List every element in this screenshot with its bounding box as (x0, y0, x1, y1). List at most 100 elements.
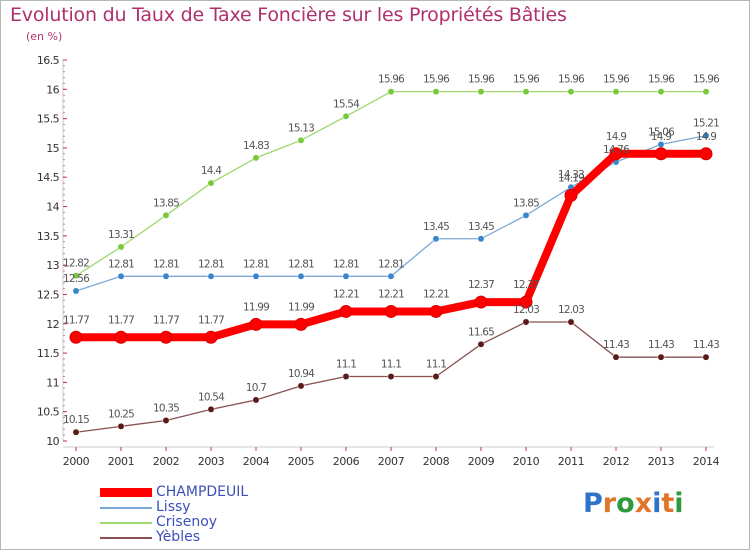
data-label: 14.83 (243, 140, 269, 152)
logo-letter: t (661, 488, 675, 519)
data-point (387, 88, 395, 96)
proxiti-logo: Proxiti (583, 488, 684, 519)
data-label: 10.35 (153, 402, 179, 414)
data-point (654, 147, 668, 161)
y-tick-label: 11.5 (37, 347, 60, 360)
data-point (117, 272, 125, 280)
y-tick-label: 15 (46, 142, 59, 155)
data-point (297, 136, 305, 144)
data-point (474, 295, 488, 309)
x-tick-label: 2001 (108, 455, 134, 468)
data-label: 11.99 (243, 301, 269, 313)
x-tick-label: 2007 (378, 455, 405, 468)
data-point (567, 88, 575, 96)
data-label: 13.85 (513, 197, 539, 209)
data-point (657, 353, 665, 361)
data-label: 12.37 (513, 279, 539, 291)
data-label: 12.81 (378, 258, 404, 270)
x-tick-label: 2009 (468, 455, 495, 468)
data-point (477, 340, 485, 348)
data-point (477, 235, 485, 243)
data-label: 11.77 (63, 314, 89, 326)
data-point (564, 188, 578, 202)
data-label: 13.45 (423, 221, 449, 233)
data-label: 15.96 (513, 74, 540, 86)
data-point (522, 211, 530, 219)
data-label: 12.03 (513, 304, 539, 316)
data-point (702, 353, 710, 361)
data-point (384, 304, 398, 318)
x-tick-label: 2003 (198, 455, 225, 468)
data-point (69, 330, 83, 344)
data-label: 11.43 (603, 339, 629, 351)
legend-swatch (100, 522, 152, 524)
data-label: 11.65 (468, 326, 494, 338)
data-point (567, 318, 575, 326)
legend-item: Crisenoy (100, 514, 300, 531)
data-label: 12.81 (108, 258, 134, 270)
data-point (72, 272, 80, 280)
data-point (207, 179, 215, 187)
data-label: 12.03 (558, 304, 584, 316)
data-label: 12.81 (288, 258, 314, 270)
data-point (477, 88, 485, 96)
unit-label: (en %) (26, 30, 63, 43)
data-label: 15.54 (333, 98, 360, 110)
x-tick-label: 2010 (513, 455, 540, 468)
data-point (387, 272, 395, 280)
legend-label: Yèbles (156, 529, 200, 545)
data-point (609, 147, 623, 161)
data-point (432, 235, 440, 243)
data-label: 15.96 (648, 74, 675, 86)
data-point (432, 88, 440, 96)
y-tick-label: 10 (46, 435, 59, 448)
data-point (252, 154, 260, 162)
x-tick-label: 2004 (243, 455, 270, 468)
logo-letter: x (634, 488, 653, 519)
data-point (297, 382, 305, 390)
data-point (294, 317, 308, 331)
data-label: 14.33 (558, 169, 584, 181)
data-label: 14.4 (201, 165, 222, 177)
data-point (162, 417, 170, 424)
data-point (339, 304, 353, 318)
data-label: 12.81 (198, 258, 224, 270)
data-label: 12.37 (468, 279, 494, 291)
data-point (699, 147, 713, 161)
data-point (204, 330, 218, 344)
data-label: 11.43 (648, 339, 674, 351)
data-label: 15.96 (468, 74, 495, 86)
data-label: 10.15 (63, 414, 89, 426)
data-point (342, 112, 350, 120)
data-point (117, 243, 125, 251)
x-tick-label: 2011 (558, 455, 584, 468)
x-tick-label: 2014 (693, 455, 720, 468)
data-label: 12.82 (63, 258, 89, 270)
x-tick-label: 2000 (63, 455, 90, 468)
legend-label: CHAMPDEUIL (156, 484, 249, 500)
y-tick-label: 12 (46, 318, 59, 331)
chart-title: Evolution du Taux de Taxe Foncière sur l… (10, 4, 567, 26)
y-tick-label: 16 (46, 83, 59, 96)
data-point (207, 405, 215, 413)
legend-swatch (100, 537, 152, 539)
data-label: 13.85 (153, 197, 179, 209)
data-label: 15.21 (693, 118, 719, 130)
y-tick-label: 12.5 (37, 288, 60, 301)
y-tick-label: 11 (46, 376, 59, 389)
data-point (429, 304, 443, 318)
data-point (72, 428, 80, 436)
data-point (519, 295, 533, 309)
data-point (702, 88, 710, 96)
data-label: 11.1 (381, 359, 401, 371)
data-label: 11.99 (288, 301, 314, 313)
data-point (114, 330, 128, 344)
logo-letter: i (652, 488, 662, 519)
x-tick-label: 2002 (153, 455, 179, 468)
data-label: 13.45 (468, 221, 494, 233)
data-point (657, 88, 665, 96)
data-label: 15.96 (693, 74, 720, 86)
data-point (702, 132, 710, 140)
legend-swatch (100, 507, 152, 509)
data-label: 13.31 (108, 229, 134, 241)
